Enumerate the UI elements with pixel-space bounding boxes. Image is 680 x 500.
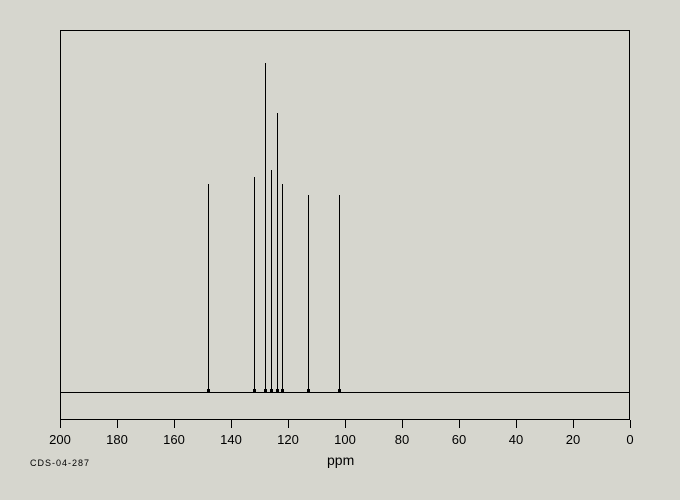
x-tick-label: 100 [334, 432, 356, 447]
peak [271, 170, 272, 392]
x-tick [174, 420, 175, 428]
peak-foot [207, 389, 210, 392]
x-tick [459, 420, 460, 428]
peak [339, 195, 340, 392]
x-tick-label: 60 [452, 432, 466, 447]
x-tick [516, 420, 517, 428]
peak-foot [307, 389, 310, 392]
peak [254, 177, 255, 392]
x-tick [117, 420, 118, 428]
x-tick-label: 40 [509, 432, 523, 447]
baseline [60, 392, 630, 393]
x-tick-label: 180 [106, 432, 128, 447]
x-tick [630, 420, 631, 428]
peak-foot [270, 389, 273, 392]
x-tick-label: 20 [566, 432, 580, 447]
peak-foot [281, 389, 284, 392]
peak [208, 184, 209, 392]
x-tick [231, 420, 232, 428]
x-tick-label: 140 [220, 432, 242, 447]
peak [282, 184, 283, 392]
x-tick-label: 0 [626, 432, 633, 447]
peak-foot [338, 389, 341, 392]
peak-foot [276, 389, 279, 392]
x-tick [402, 420, 403, 428]
peak-foot [253, 389, 256, 392]
peak [277, 113, 278, 392]
peak [265, 63, 266, 392]
corner-label: CDS-04-287 [30, 458, 90, 468]
x-tick [288, 420, 289, 428]
x-tick-label: 120 [277, 432, 299, 447]
plot-frame [60, 30, 630, 420]
x-tick [60, 420, 61, 428]
x-tick-label: 160 [163, 432, 185, 447]
x-tick [345, 420, 346, 428]
x-tick [573, 420, 574, 428]
x-tick-label: 80 [395, 432, 409, 447]
peak-foot [264, 389, 267, 392]
peak [308, 195, 309, 392]
x-axis-label: ppm [327, 452, 354, 468]
x-tick-label: 200 [49, 432, 71, 447]
